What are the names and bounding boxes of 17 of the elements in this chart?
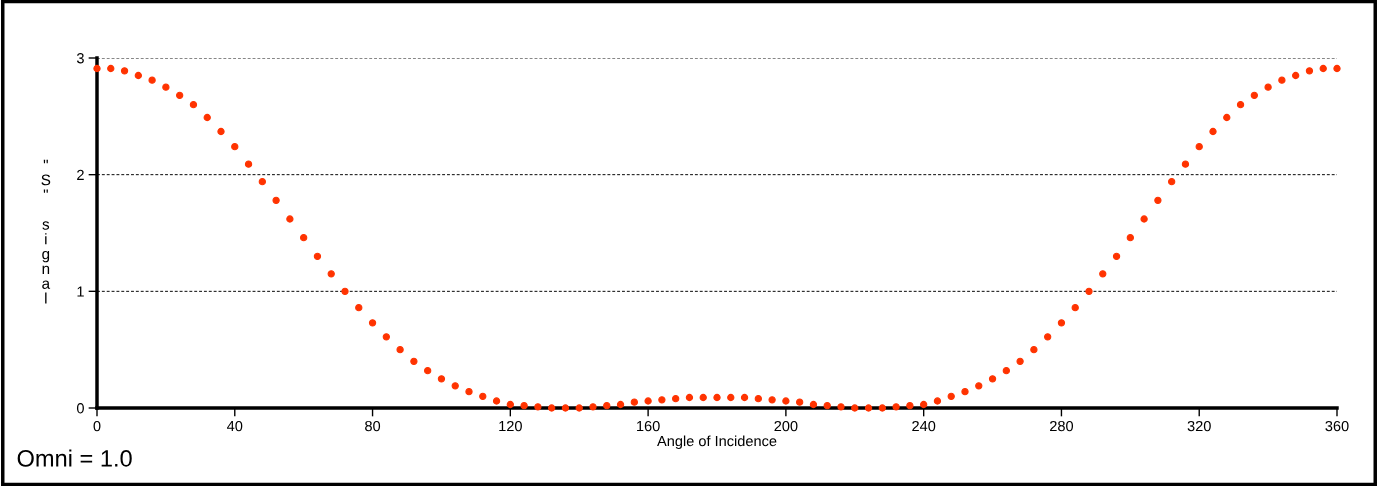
y-tick-label: 2 <box>77 169 84 180</box>
text: "S" signal <box>41 159 51 304</box>
y-tick-label: 3 <box>76 53 84 64</box>
x-axis-title: Angle of Incidence <box>657 435 777 450</box>
x-tick-label: 80 <box>365 420 381 432</box>
x-tick-label: 120 <box>499 420 522 432</box>
x-tick-label: 200 <box>774 420 798 432</box>
x-tick-label: 280 <box>1050 420 1074 432</box>
x-tick-label: 240 <box>912 420 936 432</box>
text: Omni = 1.0 <box>17 449 132 467</box>
x-tick-label: 360 <box>1325 420 1349 432</box>
x-tick-label: 160 <box>637 420 660 432</box>
y-tick-label: 0 <box>76 403 84 414</box>
x-tick-label: 40 <box>227 420 243 432</box>
x-tick-label: 0 <box>93 420 101 432</box>
y-tick-label: 1 <box>77 286 84 297</box>
x-tick-label: 320 <box>1187 420 1211 432</box>
